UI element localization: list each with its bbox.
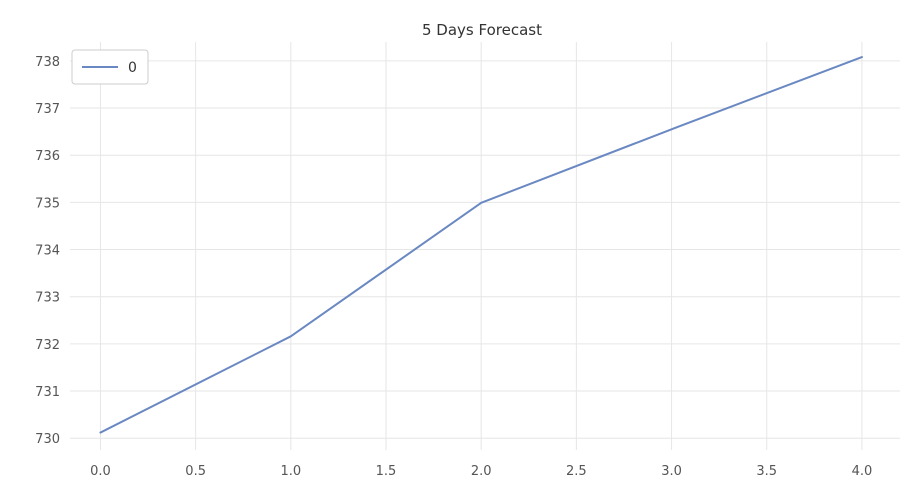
x-tick-label: 1.5 xyxy=(376,464,397,479)
legend: 0 xyxy=(71,49,149,85)
x-tick-label: 0.0 xyxy=(90,464,111,479)
y-tick-label: 731 xyxy=(35,385,60,400)
y-tick-label: 730 xyxy=(35,432,60,447)
y-tick-label: 733 xyxy=(35,291,60,306)
legend-label-series-0: 0 xyxy=(128,60,137,76)
y-tick-label: 735 xyxy=(35,196,60,211)
series-layer xyxy=(99,56,863,434)
series-line-0 xyxy=(99,56,863,434)
x-tick-label: 0.5 xyxy=(185,464,206,479)
y-tick-label: 737 xyxy=(35,102,60,117)
x-tick-label: 1.0 xyxy=(280,464,301,479)
y-tick-label: 734 xyxy=(35,244,60,259)
x-tick-label: 3.5 xyxy=(756,464,777,479)
chart-title: 5 Days Forecast xyxy=(422,21,542,39)
x-tick-label: 4.0 xyxy=(852,464,873,479)
y-tick-label: 738 xyxy=(35,55,60,70)
x-tick-label: 2.0 xyxy=(471,464,492,479)
x-tick-label: 2.5 xyxy=(566,464,587,479)
tick-labels: 0.0 0.5 1.0 1.5 2.0 2.5 3.0 3.5 4.0 730 731 732 733 7… xyxy=(35,55,872,479)
x-tick-label: 3.0 xyxy=(661,464,682,479)
y-tick-label: 732 xyxy=(35,338,60,353)
y-tick-label: 736 xyxy=(35,149,60,164)
grid-layer xyxy=(70,42,900,450)
